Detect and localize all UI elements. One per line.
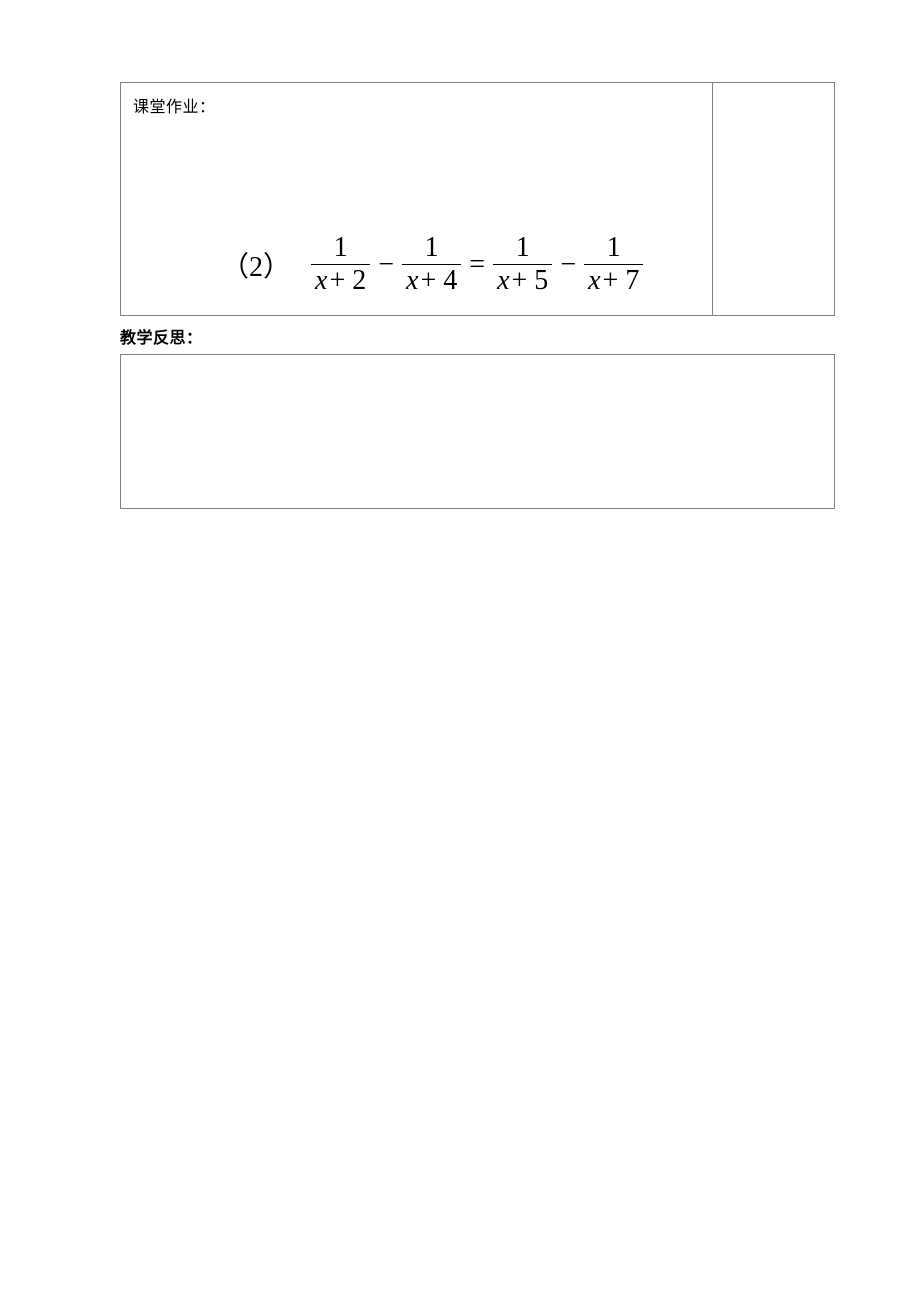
homework-label: 课堂作业： <box>133 93 700 117</box>
top-table: 课堂作业： （2） 1 x+ 2 − 1 x+ 4 = 1 x+ 5 − <box>120 82 835 316</box>
fraction-3-den: x+ 5 <box>493 264 552 295</box>
fraction-4-den: x+ 7 <box>584 264 643 295</box>
fraction-4-num: 1 <box>603 234 625 264</box>
fraction-4: 1 x+ 7 <box>584 234 643 295</box>
fraction-1-den: x+ 2 <box>311 264 370 295</box>
equation-marker: （2） <box>221 245 291 285</box>
reflection-box <box>120 354 835 509</box>
op-equals: = <box>469 249 485 281</box>
op-minus-2: − <box>560 249 576 281</box>
fraction-3-num: 1 <box>512 234 534 264</box>
side-cell <box>713 83 835 316</box>
op-minus-1: − <box>378 249 394 281</box>
page: 课堂作业： （2） 1 x+ 2 − 1 x+ 4 = 1 x+ 5 − <box>0 0 920 1302</box>
fraction-2-num: 1 <box>421 234 443 264</box>
equation: （2） 1 x+ 2 − 1 x+ 4 = 1 x+ 5 − 1 <box>221 234 645 295</box>
fraction-2-den: x+ 4 <box>402 264 461 295</box>
fraction-2: 1 x+ 4 <box>402 234 461 295</box>
homework-cell: 课堂作业： （2） 1 x+ 2 − 1 x+ 4 = 1 x+ 5 − <box>120 83 713 316</box>
fraction-1: 1 x+ 2 <box>311 234 370 295</box>
fraction-1-num: 1 <box>330 234 352 264</box>
fraction-3: 1 x+ 5 <box>493 234 552 295</box>
reflection-label: 教学反思： <box>120 324 835 348</box>
